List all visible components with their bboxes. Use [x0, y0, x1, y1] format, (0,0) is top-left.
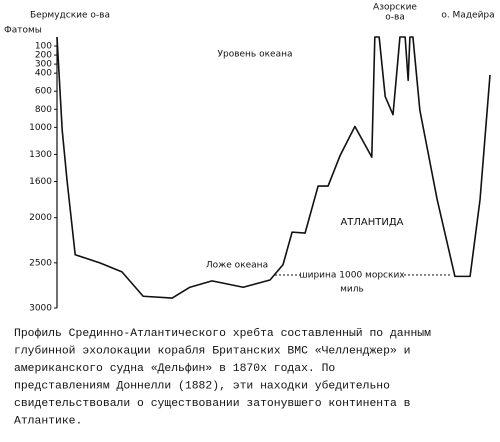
top-label: о. Мадейра — [441, 11, 494, 21]
profile-line — [56, 36, 491, 299]
caption-line: свидетельствовали о существовании затону… — [14, 398, 411, 410]
y-tick-label: 800 — [35, 105, 52, 115]
caption-line: глубинной эхолокации корабля Британских … — [14, 345, 410, 358]
caption-line: Профиль Срединно-Атлантического хребта с… — [14, 327, 431, 340]
top-label: Бермудские о-ва — [30, 11, 110, 21]
annotation: АТЛАНТИДА — [340, 217, 403, 228]
y-tick-label: 3000 — [29, 304, 52, 314]
y-axis-label: Фатомы — [4, 26, 42, 36]
y-tick-label: 100 — [35, 42, 52, 52]
y-tick-label: 200 — [35, 51, 52, 61]
y-tick-label: 2000 — [29, 213, 52, 223]
y-tick-label: 2500 — [29, 258, 52, 268]
annotation: миль — [340, 285, 364, 295]
y-tick-label: 300 — [35, 60, 52, 70]
y-tick-label: 1600 — [29, 177, 52, 187]
annotation: Уровень океана — [218, 50, 293, 60]
y-tick-label: 400 — [35, 69, 52, 79]
y-tick-label: 600 — [35, 87, 52, 97]
caption-line: представлениям Доннелли (1882), эти нахо… — [14, 380, 390, 393]
caption-line: американского судна «Дельфин» в 1870х го… — [14, 362, 335, 375]
top-label: о-ва — [385, 13, 405, 23]
y-tick-label: 1000 — [29, 123, 52, 133]
y-tick-label: 1300 — [29, 150, 52, 160]
annotation: Ложе океана — [206, 261, 268, 271]
top-label: Азорские — [373, 3, 417, 13]
caption-line: Атлантике. — [14, 416, 82, 428]
annotation: ширина 1000 морских — [299, 271, 405, 281]
